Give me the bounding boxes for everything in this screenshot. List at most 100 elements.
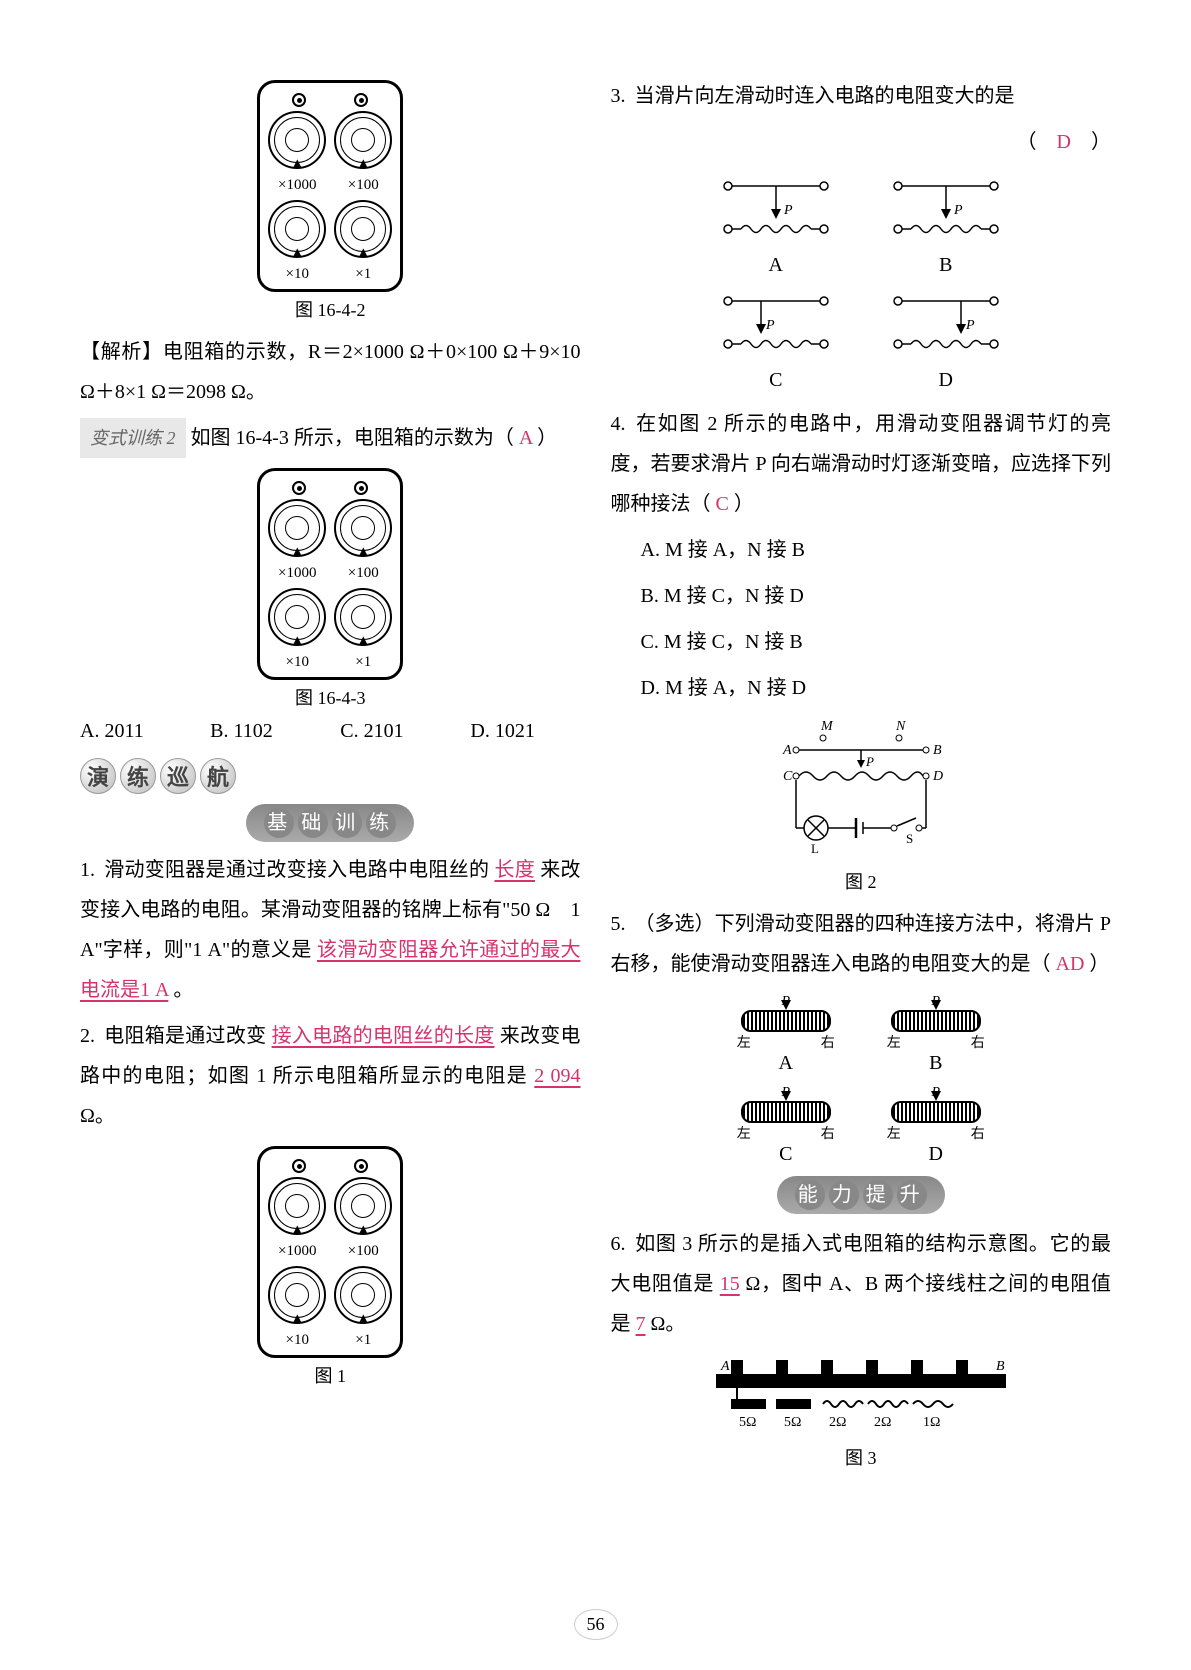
option-d: D. 1021: [470, 720, 580, 743]
q1-blank-1: 长度: [494, 859, 535, 881]
q5-answer: AD: [1056, 953, 1085, 975]
q-number: 4.: [611, 404, 635, 444]
terminal-dot-icon: [292, 93, 306, 107]
option-label: D: [881, 1143, 991, 1166]
yanlian-heading: 演 练 巡 航: [80, 758, 581, 794]
svg-text:1Ω: 1Ω: [923, 1415, 940, 1430]
left-column: ▲ ×1000 ▲ ×100 ▲ ×10 ▲ ×1: [80, 70, 581, 1480]
yanlian-char: 演: [80, 758, 116, 794]
q3-answer: D: [1057, 131, 1071, 153]
svg-text:P: P: [965, 318, 975, 333]
q-number: 6.: [611, 1224, 635, 1264]
circuit-diagram-icon: M N A B P C D: [751, 718, 971, 858]
mc-options: A. 2011 B. 1102 C. 2101 D. 1021: [80, 720, 581, 743]
question-1: 1.滑动变阻器是通过改变接入电路中电阻丝的 长度 来改变接入电路的电阻。某滑动变…: [80, 850, 581, 1010]
circuit-icon: P: [716, 289, 836, 369]
figure-2: M N A B P C D: [611, 718, 1112, 894]
figure-caption: 图 16-4-3: [80, 684, 581, 710]
svg-text:2Ω: 2Ω: [874, 1415, 891, 1430]
q1-text-c: 。: [173, 979, 193, 1001]
svg-text:B: B: [996, 1359, 1005, 1374]
svg-text:B: B: [933, 743, 942, 758]
svg-text:P: P: [783, 203, 793, 218]
terminal-dot-icon: [354, 1159, 368, 1173]
q6-blank-2: 7: [636, 1313, 646, 1335]
option-label: D: [886, 369, 1006, 392]
section-char: 提: [863, 1180, 893, 1210]
q3-text: 当滑片向左滑动时连入电路的电阻变大的是: [635, 85, 1015, 107]
section-char: 升: [897, 1180, 927, 1210]
section-char: 练: [366, 808, 396, 838]
yanlian-char: 巡: [160, 758, 196, 794]
svg-text:C: C: [783, 769, 793, 784]
analysis-label: 【解析】: [80, 341, 163, 363]
q4-opt-c: C. M 接 C，N 接 B: [611, 622, 1112, 662]
svg-text:L: L: [811, 841, 819, 856]
figure-caption: 图 2: [611, 868, 1112, 894]
page-content: ▲ ×1000 ▲ ×100 ▲ ×10 ▲ ×1: [80, 70, 1111, 1480]
q4-answer: C: [716, 493, 729, 515]
q6-blank-1: 15: [720, 1273, 740, 1295]
ability-section-heading: 能力提升: [611, 1176, 1112, 1214]
figure-caption: 图 1: [80, 1362, 581, 1388]
question-4: 4.在如图 2 所示的电路中，用滑动变阻器调节灯的亮度，若要求滑片 P 向右端滑…: [611, 404, 1112, 524]
q2-blank-1: 接入电路的电阻丝的长度: [272, 1025, 495, 1047]
option-label: C: [716, 369, 836, 392]
q5-text-a: （多选）下列滑动变阻器的四种连接方法中，将滑片 P 右移，能使滑动变阻器连入电路…: [611, 913, 1112, 975]
svg-text:P: P: [953, 203, 963, 218]
question-2: 2.电阻箱是通过改变 接入电路的电阻丝的长度 来改变电路中的电阻；如图 1 所示…: [80, 1016, 581, 1136]
rheostat-option-b: P 左右 B: [881, 994, 991, 1075]
right-column: 3.当滑片向左滑动时连入电路的电阻变大的是 （ D ）: [611, 70, 1112, 1480]
svg-text:5Ω: 5Ω: [739, 1415, 756, 1430]
page-number: 56: [574, 1609, 618, 1640]
section-char: 础: [298, 808, 328, 838]
dial-1: ▲ ×1: [334, 200, 392, 283]
figure-3: A B 5Ω 5Ω 2Ω: [611, 1354, 1112, 1470]
terminal-dot-icon: [292, 481, 306, 495]
section-char: 力: [829, 1180, 859, 1210]
section-char: 基: [264, 808, 294, 838]
figure-caption: 图 3: [611, 1444, 1112, 1470]
svg-text:2Ω: 2Ω: [829, 1415, 846, 1430]
q5-text-b: ）: [1089, 953, 1109, 975]
dial-100: ▲ ×100: [334, 111, 392, 194]
q1-text-a: 滑动变阻器是通过改变接入电路中电阻丝的: [104, 859, 489, 881]
question-3: 3.当滑片向左滑动时连入电路的电阻变大的是: [611, 76, 1112, 116]
option-a: A. 2011: [80, 720, 190, 743]
q-number: 5.: [611, 904, 635, 944]
resistance-box-icon: ▲ ×1000 ▲ ×100 ▲ ×10 ▲ ×1: [257, 80, 403, 292]
circuit-option-d: P D: [886, 289, 1006, 392]
option-label: B: [881, 1052, 991, 1075]
section-char: 训: [332, 808, 362, 838]
option-label: B: [886, 254, 1006, 277]
dial-1000: ▲ ×1000: [268, 111, 326, 194]
option-label: A: [731, 1052, 841, 1075]
q-number: 2.: [80, 1016, 104, 1056]
q-number: 3.: [611, 76, 635, 116]
q4-text-after: ）: [734, 493, 754, 515]
option-b: B. 1102: [210, 720, 320, 743]
circuit-option-a: P A: [716, 174, 836, 277]
terminal-dot-icon: [292, 1159, 306, 1173]
q5-diagrams: P 左右 A P 左右 B P 左右 C: [611, 994, 1112, 1166]
dial-10: ▲ ×10: [268, 200, 326, 283]
terminal-dot-icon: [354, 93, 368, 107]
option-label: A: [716, 254, 836, 277]
circuit-option-b: P B: [886, 174, 1006, 277]
question-6: 6.如图 3 所示的是插入式电阻箱的结构示意图。它的最大电阻值是 15 Ω，图中…: [611, 1224, 1112, 1344]
terminal-dot-icon: [354, 481, 368, 495]
resistance-box-icon: ▲×1000 ▲×100 ▲×10 ▲×1: [257, 468, 403, 680]
figure-16-4-2: ▲ ×1000 ▲ ×100 ▲ ×10 ▲ ×1: [80, 80, 581, 322]
q4-opt-b: B. M 接 C，N 接 D: [611, 576, 1112, 616]
svg-text:S: S: [906, 831, 913, 846]
yanlian-char: 练: [120, 758, 156, 794]
svg-text:A: A: [720, 1359, 730, 1374]
variant-2: 变式训练 2 如图 16-4-3 所示，电阻箱的示数为（ A ）: [80, 418, 581, 458]
q2-text-c: Ω。: [80, 1105, 115, 1127]
svg-text:5Ω: 5Ω: [784, 1415, 801, 1430]
rheostat-option-c: P 左右 C: [731, 1085, 841, 1166]
figure-caption: 图 16-4-2: [80, 296, 581, 322]
svg-text:N: N: [895, 719, 906, 734]
basic-section-heading: 基础训练: [80, 804, 581, 842]
section-char: 能: [795, 1180, 825, 1210]
